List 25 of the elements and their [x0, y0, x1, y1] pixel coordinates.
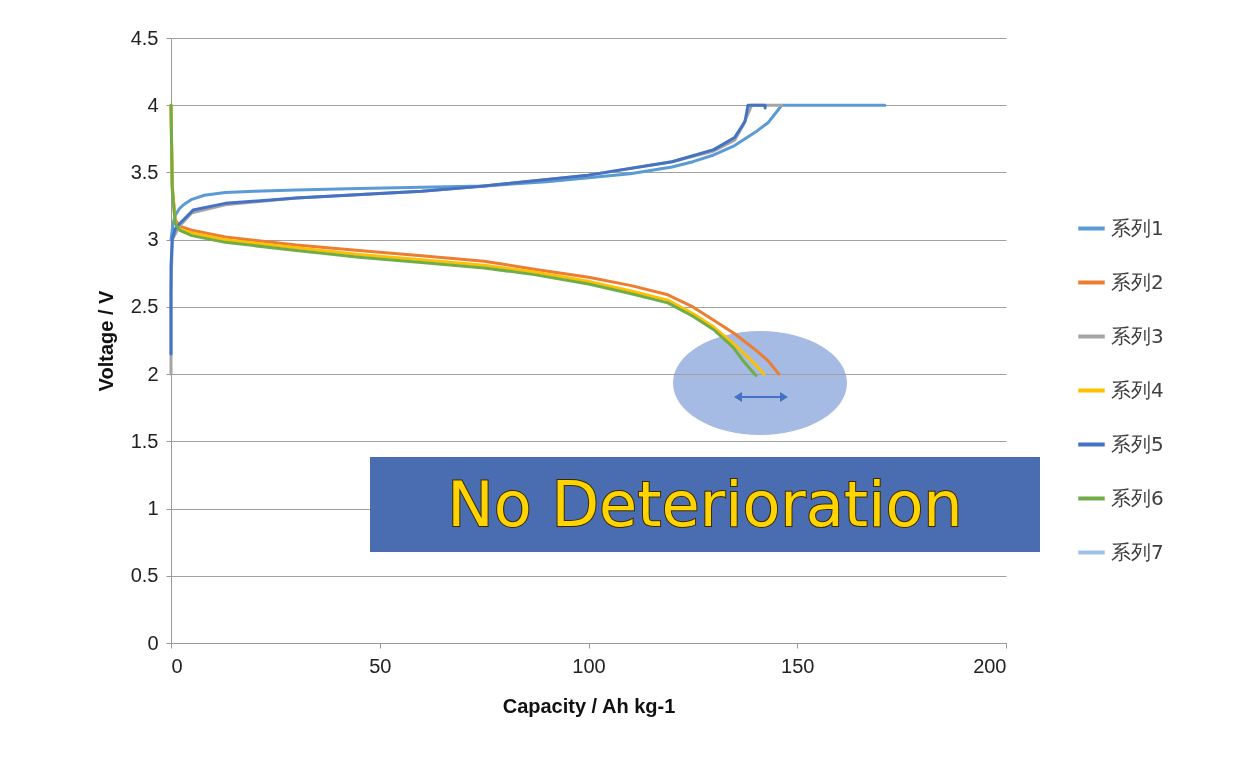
- legend-label: 系列3: [1111, 323, 1164, 348]
- y-axis-title: Voltage / V: [94, 289, 117, 392]
- y-tick-label: 3.5: [130, 160, 159, 183]
- x-axis-title: Capacity / Ah kg-1: [502, 694, 676, 717]
- y-tick-label: 3: [147, 228, 159, 251]
- x-tick-label: 50: [369, 654, 392, 677]
- y-tick-label: 1: [147, 497, 159, 520]
- y-tick-label: 1.5: [130, 429, 159, 452]
- y-tick-label: 2: [147, 362, 159, 385]
- x-tick-label: 0: [171, 654, 183, 677]
- legend-label: 系列1: [1111, 215, 1164, 240]
- y-tick-label: 0: [147, 631, 159, 654]
- legend-label: 系列7: [1111, 539, 1164, 564]
- y-tick-label: 0.5: [130, 564, 159, 587]
- annotation: No Deterioration: [370, 457, 1040, 552]
- x-tick-label: 200: [973, 654, 1007, 677]
- legend-label: 系列4: [1111, 377, 1164, 402]
- y-tick-label: 2.5: [130, 295, 159, 318]
- y-tick-label: 4: [147, 93, 159, 116]
- x-tick-label: 150: [781, 654, 815, 677]
- legend-label: 系列2: [1111, 269, 1164, 294]
- y-tick-label: 4.5: [130, 26, 159, 49]
- legend-label: 系列6: [1111, 485, 1164, 510]
- legend-label: 系列5: [1111, 431, 1164, 456]
- x-tick-label: 100: [572, 654, 606, 677]
